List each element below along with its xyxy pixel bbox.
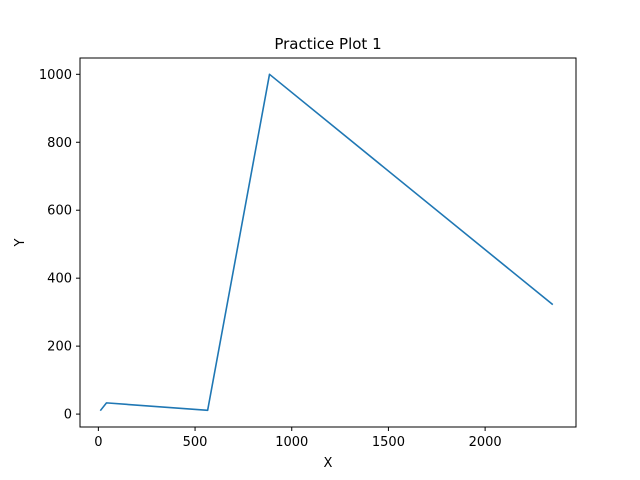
plot-frame — [79, 57, 577, 428]
series-line-1 — [99, 73, 554, 412]
axis-ticks: 0 500 1000 1500 2000 0 200 400 600 800 1000 — [39, 68, 502, 450]
x-axis-label: X — [324, 456, 333, 471]
y-tick-label: 400 — [47, 272, 72, 287]
x-tick-label: 0 — [94, 435, 102, 450]
chart-title: Practice Plot 1 — [274, 35, 381, 53]
x-tick-label: 1500 — [372, 435, 405, 450]
series-group — [99, 73, 554, 412]
x-tick-label: 2000 — [469, 435, 502, 450]
y-tick-label: 600 — [47, 204, 72, 219]
x-tick-label: 1000 — [275, 435, 308, 450]
x-tick-label: 500 — [183, 435, 208, 450]
y-tick-label: 200 — [47, 340, 72, 355]
y-tick-label: 0 — [64, 408, 72, 423]
y-axis-label: Y — [13, 238, 28, 247]
y-tick-label: 1000 — [39, 68, 72, 83]
y-tick-label: 800 — [47, 136, 72, 151]
